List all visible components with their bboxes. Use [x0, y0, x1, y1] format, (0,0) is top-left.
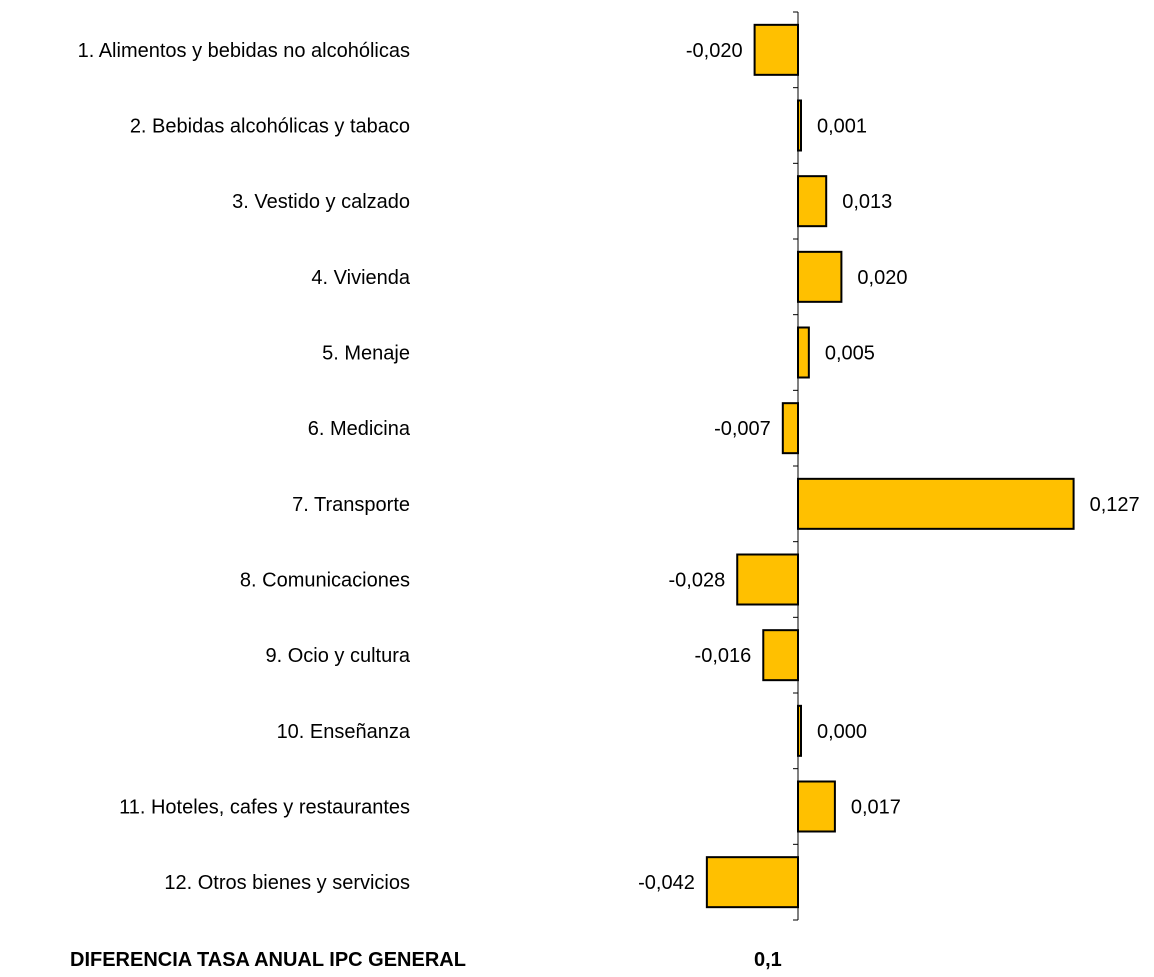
bar — [797, 250, 843, 303]
category-label: 1. Alimentos y bebidas no alcohólicas — [78, 40, 410, 62]
bar — [797, 780, 836, 833]
bar — [797, 175, 828, 228]
footer-label: DIFERENCIA TASA ANUAL IPC GENERAL — [70, 949, 466, 971]
value-label: -0,020 — [686, 40, 743, 62]
category-label: 6. Medicina — [308, 418, 411, 440]
bar — [762, 629, 800, 682]
value-label: 0,017 — [851, 797, 901, 819]
value-label: -0,028 — [669, 570, 726, 592]
category-label: 12. Otros bienes y servicios — [164, 872, 410, 894]
value-label: -0,042 — [638, 872, 695, 894]
footer-value: 0,1 — [754, 949, 782, 971]
value-label: 0,001 — [817, 116, 867, 138]
category-label: 9. Ocio y cultura — [265, 645, 410, 667]
category-label: 10. Enseñanza — [277, 721, 411, 743]
category-label: 7. Transporte — [292, 494, 410, 516]
value-label: 0,127 — [1090, 494, 1140, 516]
value-label: 0,020 — [857, 267, 907, 289]
axis-layer — [793, 11, 799, 921]
value-label: -0,007 — [714, 418, 771, 440]
bar — [797, 477, 1075, 530]
bar — [797, 704, 802, 757]
category-label: 2. Bebidas alcohólicas y tabaco — [130, 116, 410, 138]
value-label: 0,000 — [817, 721, 867, 743]
category-label: 11. Hoteles, cafes y restaurantes — [119, 797, 410, 819]
category-label: 3. Vestido y calzado — [232, 191, 410, 213]
value-label: 0,005 — [825, 343, 875, 365]
bar — [705, 856, 799, 909]
category-label: 4. Vivienda — [311, 267, 410, 289]
category-label: 8. Comunicaciones — [240, 570, 410, 592]
bar — [797, 326, 810, 379]
bar — [753, 23, 799, 76]
bar — [797, 99, 802, 152]
value-label: 0,013 — [842, 191, 892, 213]
category-labels: 1. Alimentos y bebidas no alcohólicas 2. … — [78, 40, 411, 894]
category-label: 5. Menaje — [322, 343, 410, 365]
bar — [736, 553, 799, 606]
bars-layer — [705, 23, 1075, 909]
value-labels: -0,020 0,001 0,013 0,020 0,005 -0,007 0,127 -0,… — [638, 40, 1140, 894]
value-label: -0,016 — [695, 645, 752, 667]
bar — [781, 402, 799, 455]
